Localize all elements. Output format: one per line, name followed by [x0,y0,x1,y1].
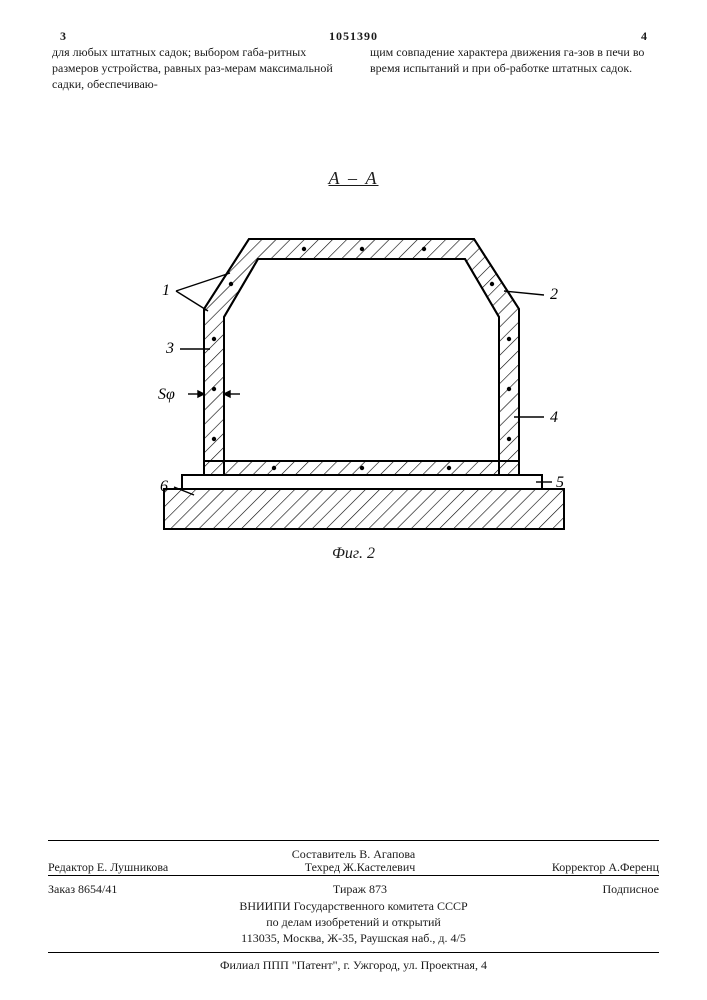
patent-number: 1051390 [329,29,378,44]
corrector: Корректор А.Ференц [552,860,659,875]
label-3: 3 [165,340,174,357]
label-1: 1 [162,282,170,299]
tech: Техред Ж.Кастелевич [305,860,416,875]
cross-section-diagram: 1 2 3 Sφ 4 5 6 [104,199,604,539]
order: Заказ 8654/41 [48,882,117,897]
branch-line: Филиал ППП "Патент", г. Ужгород, ул. Про… [0,958,707,973]
page-number-right: 4 [641,29,647,44]
divider [48,952,659,953]
figure-caption: Фиг. 2 [104,545,604,563]
org-line1: ВНИИПИ Государственного комитета СССР [0,898,707,914]
figure-container: А – А [104,168,604,563]
label-5: 5 [556,474,564,491]
divider [48,875,659,876]
tirazh: Тираж 873 [333,882,387,897]
label-6: 6 [160,478,168,495]
page-number-left: 3 [60,29,66,44]
org-address: 113035, Москва, Ж-35, Раушская наб., д. … [0,930,707,946]
divider [48,840,659,841]
editor-line: Редактор Е. Лушникова Техред Ж.Кастелеви… [48,860,659,875]
org-block: ВНИИПИ Государственного комитета СССР по… [0,898,707,947]
section-label: А – А [104,168,604,189]
text-column-right: щим совпадение характера движения га-зов… [370,44,655,76]
label-4: 4 [550,409,558,426]
label-sphi: Sφ [158,386,175,403]
text-column-left: для любых штатных садок; выбором габа-ри… [52,44,337,93]
org-line2: по делам изобретений и открытий [0,914,707,930]
podpisnoe: Подписное [603,882,660,897]
label-2: 2 [550,286,558,303]
editor: Редактор Е. Лушникова [48,860,168,875]
order-line: Заказ 8654/41 Тираж 873 Подписное [48,882,659,897]
